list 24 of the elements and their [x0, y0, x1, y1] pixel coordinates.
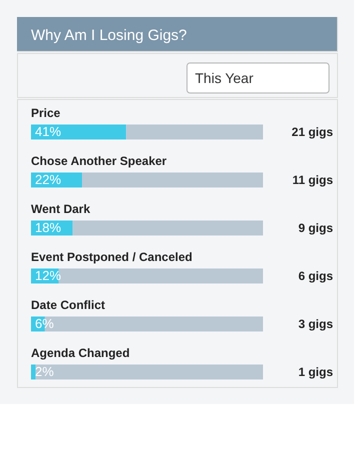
text: 6 gigs — [298, 269, 334, 283]
text: 21 gigs — [292, 125, 334, 139]
y-tick-label: Agenda Changed — [31, 346, 130, 360]
bar — [82, 172, 263, 188]
data-label: 22% — [35, 172, 62, 187]
bar — [36, 364, 263, 380]
chart-title: Why Am I Losing Gigs? — [31, 27, 187, 44]
y-tick-label: Date Conflict — [31, 298, 106, 312]
bar — [72, 220, 263, 236]
data-label: 2% — [35, 364, 54, 379]
y-tick-label: Chose Another Speaker — [31, 154, 167, 168]
y-tick-label: Price — [31, 106, 61, 120]
bar — [31, 364, 36, 380]
text: 11 gigs — [292, 173, 334, 187]
y-tick-label: Event Postponed / Canceled — [31, 250, 192, 264]
text: 9 gigs — [298, 221, 334, 235]
text: 3 gigs — [298, 317, 334, 331]
bar — [31, 124, 126, 140]
y-tick-label: Went Dark — [31, 202, 90, 216]
bar — [126, 124, 263, 140]
text: This Year — [195, 70, 254, 86]
data-label: 41% — [35, 124, 62, 139]
text: 1 gigs — [298, 365, 334, 379]
data-label: 18% — [35, 220, 62, 235]
